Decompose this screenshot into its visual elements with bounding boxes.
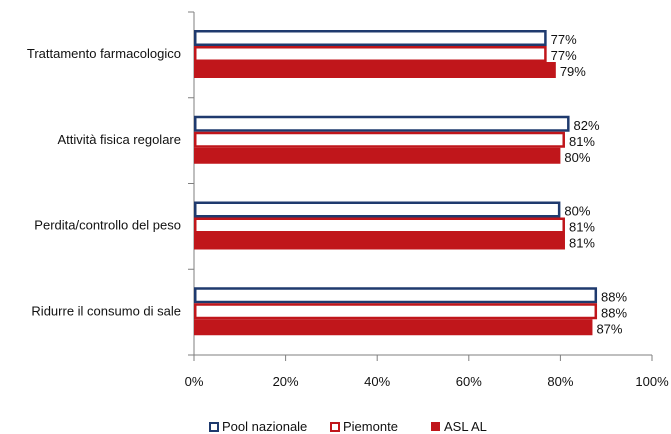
data-label: 80% — [564, 150, 590, 165]
data-label: 79% — [560, 64, 586, 79]
data-label: 88% — [601, 289, 627, 304]
legend-swatch — [330, 422, 340, 432]
data-label: 80% — [564, 204, 590, 219]
bar — [194, 131, 565, 148]
data-label: 87% — [596, 321, 622, 336]
bar — [194, 62, 556, 78]
legend-swatch — [431, 422, 440, 431]
bar — [194, 319, 593, 336]
bar — [194, 217, 565, 234]
bar — [194, 115, 570, 132]
legend-swatch — [209, 422, 219, 432]
x-tick-label: 20% — [273, 374, 299, 389]
category-labels: Trattamento farmacologico Attività fisica… — [27, 46, 181, 318]
category-label: Attività fisica regolare — [57, 132, 181, 147]
legend-label: Piemonte — [343, 419, 398, 434]
data-labels: 77%77%79%82%81%80%80%81%81%88%88%87% — [551, 32, 628, 336]
x-tick-label: 60% — [456, 374, 482, 389]
data-label: 81% — [569, 220, 595, 235]
data-label: 81% — [569, 236, 595, 251]
legend-label: Pool nazionale — [222, 419, 307, 434]
category-label: Trattamento farmacologico — [27, 46, 181, 61]
bar — [194, 287, 598, 304]
bars-layer — [194, 30, 598, 336]
x-tick-label: 100% — [635, 374, 669, 389]
bar — [194, 303, 598, 320]
bar — [194, 46, 547, 62]
legend: Pool nazionale Piemonte ASL AL — [209, 419, 487, 434]
x-tick-label: 80% — [547, 374, 573, 389]
category-label: Perdita/controllo del peso — [34, 218, 181, 233]
bar — [194, 30, 547, 46]
x-tick-label: 0% — [185, 374, 204, 389]
x-axis: 0% 20% 40% 60% 80% 100% — [185, 354, 669, 389]
data-label: 81% — [569, 134, 595, 149]
category-label: Ridurre il consumo di sale — [31, 303, 181, 318]
x-tick-label: 40% — [364, 374, 390, 389]
legend-label: ASL AL — [444, 419, 487, 434]
bar — [194, 201, 561, 218]
data-label: 77% — [551, 48, 577, 63]
data-label: 77% — [551, 32, 577, 47]
bar — [194, 147, 561, 164]
plot-area — [188, 11, 195, 356]
bar — [194, 233, 565, 250]
data-label: 88% — [601, 305, 627, 320]
data-label: 82% — [574, 118, 600, 133]
